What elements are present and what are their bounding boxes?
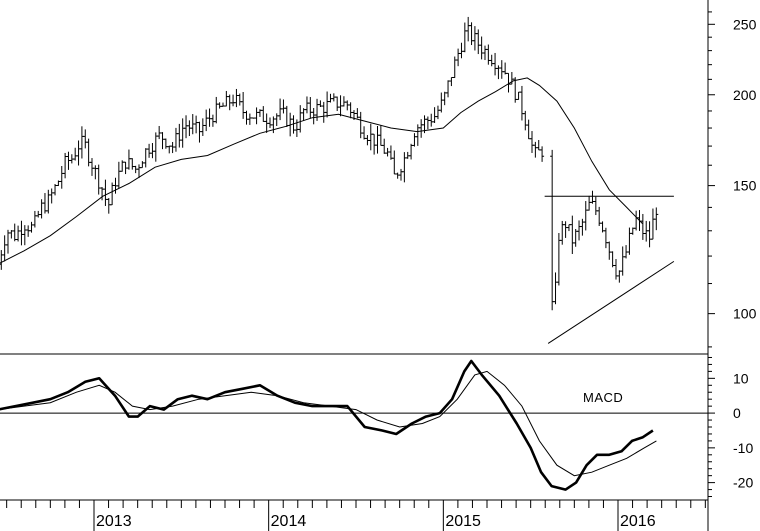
macd-signal-line [0, 370, 657, 477]
macd-panel: 10 0 -10 -20 MACD [0, 356, 753, 498]
year-label: 2016 [620, 513, 656, 530]
price-tick-label: 200 [733, 87, 757, 103]
x-axis: 2013 2014 2015 2016 [6, 500, 706, 531]
price-bars [0, 16, 659, 311]
price-tick-label: 100 [733, 306, 757, 322]
macd-tick-label: -10 [733, 440, 753, 456]
year-label: 2014 [271, 513, 307, 530]
macd-tick-label: 10 [733, 370, 749, 386]
price-tick-label: 250 [733, 16, 757, 32]
price-axis-ticks: 100 150 200 250 [708, 11, 757, 348]
year-label: 2015 [445, 513, 481, 530]
macd-label: MACD [583, 390, 623, 405]
moving-average-line [0, 77, 643, 264]
macd-tick-label: -20 [733, 475, 753, 491]
macd-line [0, 359, 654, 491]
year-label: 2013 [96, 513, 132, 530]
macd-axis-ticks: 10 0 -10 -20 [708, 356, 753, 498]
support-line [547, 260, 675, 344]
price-tick-label: 150 [733, 178, 757, 194]
macd-tick-label: 0 [733, 405, 741, 421]
price-panel: 100 150 200 250 [0, 11, 757, 348]
